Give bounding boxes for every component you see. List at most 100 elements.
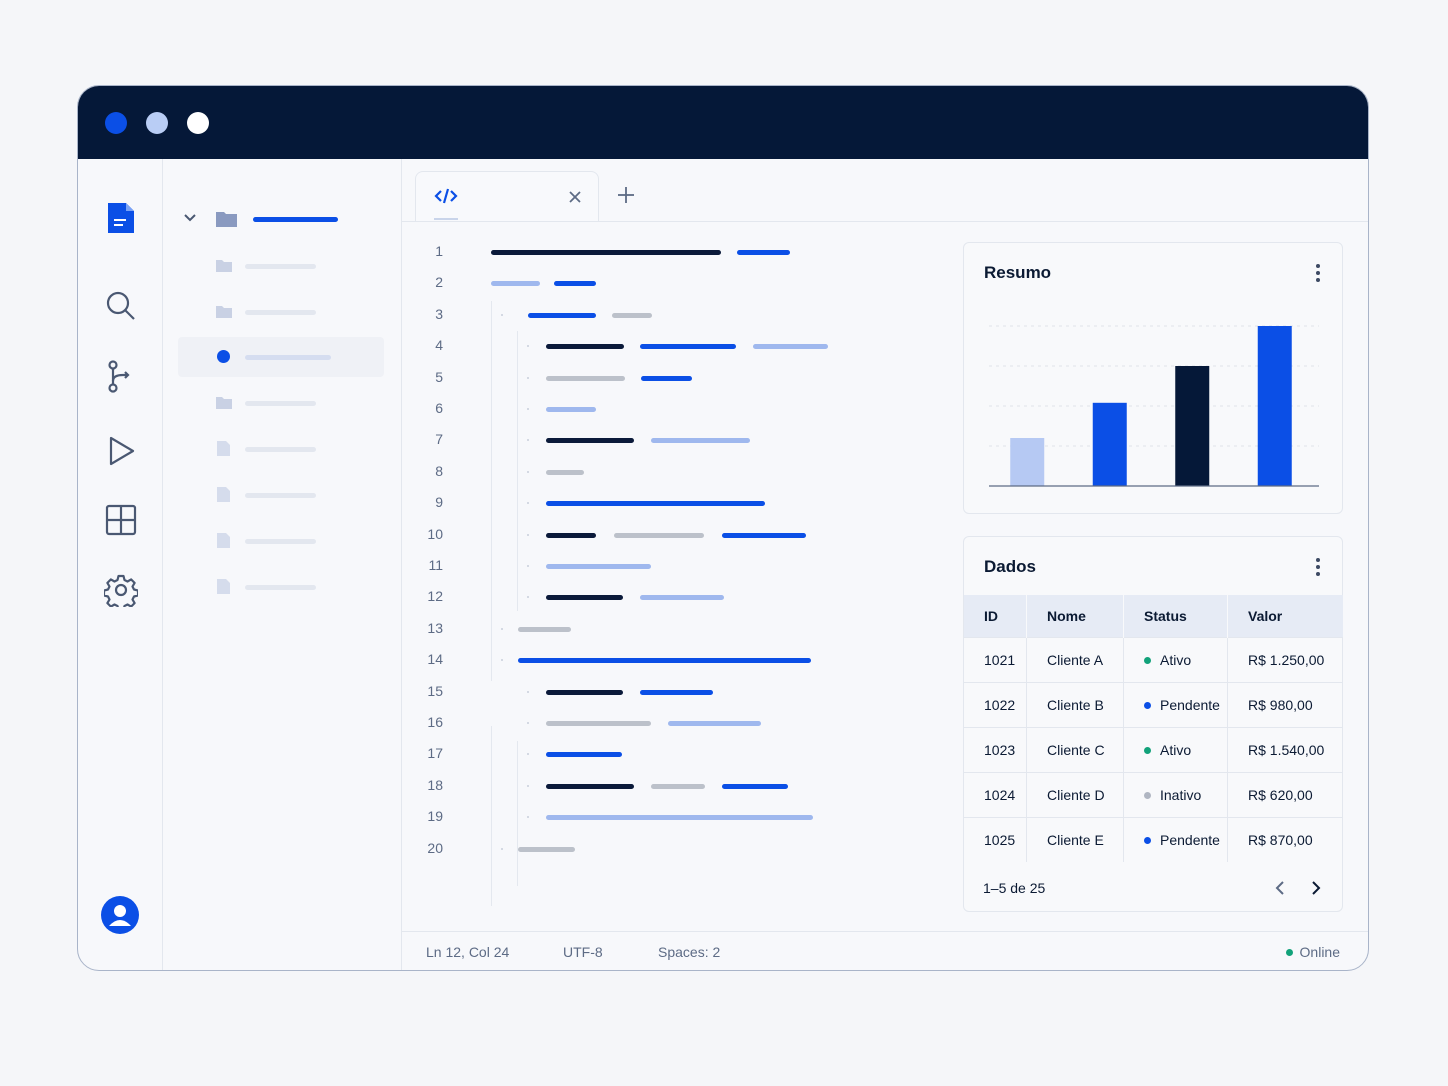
line-number: 2: [435, 274, 443, 291]
table-row[interactable]: 1025 Cliente E Pendente R$ 870,00: [964, 817, 1343, 862]
close-icon[interactable]: [568, 190, 582, 204]
cell-valor: R$ 1.250,00: [1227, 637, 1343, 683]
tab-code-file[interactable]: [415, 171, 599, 221]
encoding[interactable]: UTF-8: [563, 944, 603, 960]
minimize-window-button[interactable]: [146, 112, 168, 134]
whitespace-dot: [501, 313, 503, 316]
whitespace-dot: [527, 470, 529, 473]
search-icon[interactable]: [104, 289, 138, 323]
code-token: [753, 344, 828, 350]
indent-guide: [491, 726, 492, 906]
tree-item-file[interactable]: [162, 475, 401, 515]
table-row[interactable]: 1024 Cliente D Inativo R$ 620,00: [964, 772, 1343, 818]
cursor-position[interactable]: Ln 12, Col 24: [426, 944, 510, 960]
chart-bar[interactable]: [1010, 438, 1045, 486]
column-header[interactable]: ID: [964, 595, 1027, 638]
column-header[interactable]: Valor: [1227, 595, 1343, 638]
indent-guide: [517, 741, 518, 886]
online-status: Online: [1285, 944, 1340, 960]
tree-item-folder[interactable]: [162, 383, 401, 423]
column-header[interactable]: Status: [1123, 595, 1228, 638]
git-branch-icon[interactable]: [104, 359, 138, 393]
indentation[interactable]: Spaces: 2: [658, 944, 721, 960]
user-avatar-icon[interactable]: [101, 896, 139, 934]
cell-valor: R$ 620,00: [1227, 772, 1343, 818]
cell-status: Ativo: [1123, 637, 1228, 683]
table-row[interactable]: 1021 Cliente A Ativo R$ 1.250,00: [964, 637, 1343, 683]
table-row[interactable]: 1023 Cliente C Ativo R$ 1.540,00: [964, 727, 1343, 773]
bar-chart: [989, 325, 1319, 487]
code-token: [546, 815, 813, 821]
cell-id: 1024: [964, 772, 1027, 818]
tree-item-label: [245, 355, 331, 360]
file-icon[interactable]: [104, 201, 138, 235]
chevron-down-icon[interactable]: [183, 213, 197, 223]
indent-guide: [517, 331, 518, 611]
chart-bar[interactable]: [1175, 366, 1210, 486]
line-number: 6: [435, 400, 443, 416]
table-row[interactable]: 1022 Cliente B Pendente R$ 980,00: [964, 682, 1343, 728]
close-window-button[interactable]: [105, 112, 127, 134]
folder-icon: [216, 306, 232, 318]
status-dot-icon: [1144, 657, 1151, 664]
more-options-icon[interactable]: [1316, 264, 1320, 285]
status-label: Pendente: [1160, 832, 1220, 848]
code-token: [612, 312, 652, 318]
whitespace-dot: [527, 376, 529, 379]
active-file-dot-icon: [217, 350, 230, 363]
whitespace-dot: [501, 627, 503, 630]
activity-bar: [78, 159, 163, 970]
file-icon: [217, 441, 230, 456]
line-number: 15: [427, 682, 443, 699]
chevron-right-icon[interactable]: [1310, 880, 1322, 896]
new-tab-icon[interactable]: [617, 186, 635, 204]
code-token: [546, 532, 596, 538]
online-dot-icon: [1285, 949, 1293, 956]
cell-status: Ativo: [1123, 727, 1228, 773]
tree-item-label: [245, 539, 316, 544]
tree-item-label: [245, 401, 316, 406]
code-token: [722, 532, 806, 538]
cell-status: Pendente: [1123, 682, 1228, 728]
data-card: Dados ID Nome Status Valor 1021 Cliente A…: [963, 536, 1343, 912]
whitespace-dot: [527, 408, 529, 410]
tree-item-file[interactable]: [162, 429, 401, 469]
editor-area: 1 2 3 4 5 6 7 8 9 10 11 12 13 14 15 16 17 18 19 20 Resumo D…: [401, 159, 1368, 970]
chart-bar[interactable]: [1257, 326, 1292, 486]
column-header[interactable]: Nome: [1026, 595, 1124, 638]
tree-item-folder[interactable]: [162, 292, 401, 332]
tree-item-active-file[interactable]: [178, 337, 384, 377]
code-token: [546, 783, 634, 789]
code-token: [491, 281, 540, 287]
tree-item-folder[interactable]: [162, 246, 401, 286]
extensions-icon[interactable]: [104, 503, 138, 537]
whitespace-dot: [527, 502, 529, 505]
line-number: 16: [427, 714, 443, 730]
code-token: [546, 752, 622, 758]
code-token: [518, 626, 571, 632]
more-options-icon[interactable]: [1316, 558, 1320, 579]
maximize-window-button[interactable]: [187, 112, 209, 134]
cell-nome: Cliente A: [1026, 637, 1124, 683]
tree-item-label: [245, 447, 316, 452]
file-icon: [217, 487, 230, 502]
chart-bar[interactable]: [1092, 402, 1127, 486]
tree-root-folder[interactable]: [162, 199, 401, 239]
folder-icon: [216, 260, 232, 272]
code-token: [546, 469, 584, 475]
summary-card: Resumo: [963, 242, 1343, 514]
line-number: 9: [435, 494, 443, 511]
code-token: [614, 532, 704, 538]
code-area[interactable]: 1 2 3 4 5 6 7 8 9 10 11 12 13 14 15 16 17 18 19 20: [401, 221, 961, 941]
tree-item-label: [245, 264, 316, 269]
title-bar: [78, 86, 1368, 159]
code-token: [546, 564, 651, 569]
run-icon[interactable]: [104, 434, 138, 468]
gear-icon[interactable]: [104, 573, 138, 607]
tree-item-file[interactable]: [162, 567, 401, 607]
whitespace-dot: [527, 345, 529, 348]
code-token: [546, 595, 623, 601]
chevron-left-icon[interactable]: [1274, 880, 1286, 896]
tree-item-file[interactable]: [162, 521, 401, 561]
data-table: ID Nome Status Valor 1021 Cliente A Ativo R…: [964, 595, 1343, 862]
